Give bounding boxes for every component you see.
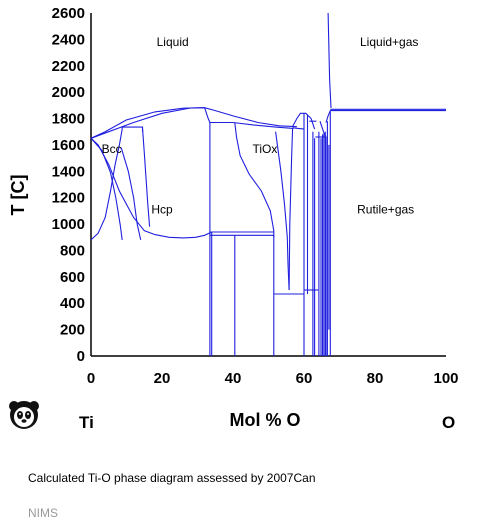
phase-boundary-line — [319, 121, 327, 138]
x-tick-label: 80 — [367, 370, 384, 387]
phase-boundary-line — [120, 147, 142, 241]
x-tick-label: 100 — [433, 370, 458, 387]
region-label: TiOx — [253, 142, 278, 156]
phase-boundary-line — [288, 127, 294, 291]
y-axis-title: T [C] — [8, 175, 28, 216]
y-tick-label: 2000 — [52, 84, 85, 101]
y-tick-label: 1000 — [52, 216, 85, 233]
region-labels: Liquid Liquid+gas Bcc TiOx Hcp Rutile+gas — [102, 35, 419, 217]
y-tick-label: 200 — [60, 322, 85, 339]
x-tick-label: 0 — [87, 370, 95, 387]
x-axis-ticks: 0 20 40 60 80 100 — [87, 370, 459, 387]
phase-boundary-line — [325, 110, 331, 123]
region-label: Liquid+gas — [360, 35, 418, 49]
region-label: Rutile+gas — [357, 203, 414, 217]
phase-boundary-line — [204, 107, 211, 123]
phase-boundary-line — [292, 112, 316, 130]
phase-boundary-line — [90, 107, 205, 139]
y-tick-label: 0 — [77, 348, 85, 365]
phase-boundary-line — [275, 131, 290, 291]
y-tick-label: 600 — [60, 269, 85, 286]
y-tick-label: 1600 — [52, 137, 85, 154]
phase-boundaries — [90, 12, 446, 356]
y-tick-label: 2600 — [52, 5, 85, 22]
panda-logo — [9, 401, 39, 429]
right-endpoint-label: O — [442, 413, 455, 432]
phase-boundary-line — [90, 129, 123, 241]
region-label: Hcp — [151, 203, 173, 217]
region-label: Liquid — [157, 35, 189, 49]
source-credit: NIMS — [28, 506, 58, 520]
phase-boundary-line — [209, 121, 294, 129]
y-tick-label: 1200 — [52, 190, 85, 207]
phase-boundary-line — [234, 122, 275, 238]
y-tick-label: 2200 — [52, 58, 85, 75]
x-tick-label: 40 — [225, 370, 242, 387]
phase-boundary-line — [90, 137, 212, 239]
y-tick-label: 400 — [60, 295, 85, 312]
region-label: Bcc — [102, 142, 122, 156]
y-tick-label: 1400 — [52, 163, 85, 180]
figure-caption: Calculated Ti-O phase diagram assessed b… — [28, 471, 316, 485]
x-axis-title: Mol % O — [230, 410, 301, 430]
plot-frame — [90, 13, 446, 357]
left-endpoint-label: Ti — [79, 413, 94, 432]
x-tick-label: 60 — [296, 370, 313, 387]
phase-boundary-line — [141, 127, 151, 227]
y-tick-label: 2400 — [52, 31, 85, 48]
phase-boundary-line — [292, 127, 305, 130]
y-axis-ticks: 0 200 400 600 800 1000 1200 1400 1600 1800 2000 220… — [52, 5, 85, 365]
y-tick-label: 800 — [60, 242, 85, 259]
phase-boundary-line — [327, 12, 332, 109]
y-tick-label: 1800 — [52, 111, 85, 128]
x-tick-label: 20 — [154, 370, 171, 387]
